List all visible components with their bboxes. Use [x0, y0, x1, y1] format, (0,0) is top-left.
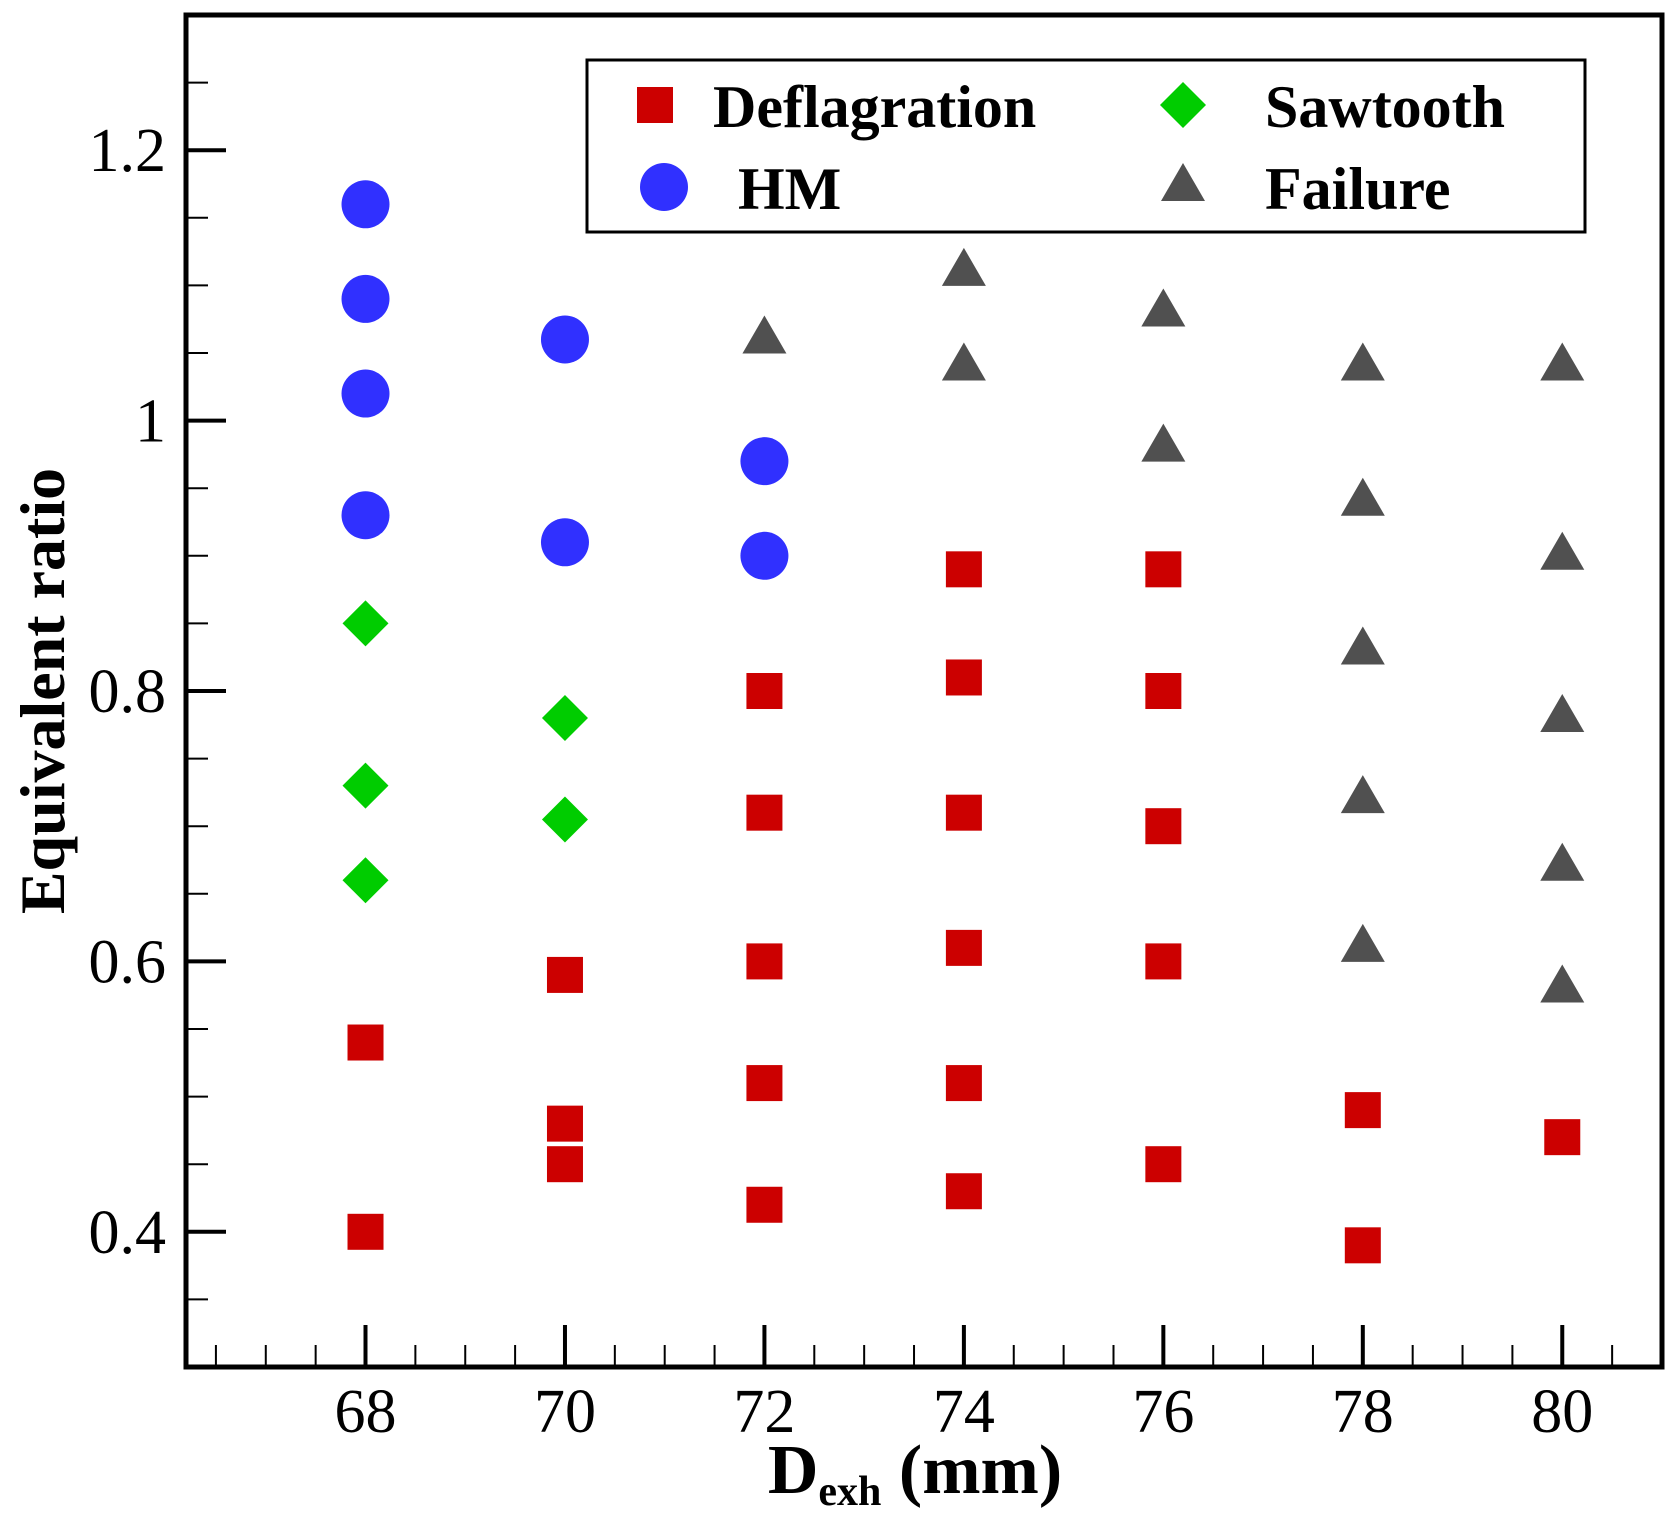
legend-label-hm: HM — [738, 156, 841, 222]
tick-labels: 68 70 72 74 76 78 80 0.4 0.6 0.8 1 1.2 — [89, 117, 1594, 1446]
deflagration-point — [945, 794, 982, 831]
deflagration-point — [945, 1173, 982, 1210]
failure-point — [1340, 923, 1385, 962]
y-tick-label: 1.2 — [89, 117, 167, 185]
failure-point — [1340, 342, 1385, 381]
deflagration-point — [347, 1213, 384, 1250]
deflagration-point — [945, 929, 982, 966]
sawtooth-point — [541, 796, 588, 843]
hm-point — [740, 531, 789, 580]
sawtooth-point — [342, 600, 389, 647]
plot-frame — [183, 12, 1665, 1370]
hm-point — [341, 180, 390, 229]
deflagration-point — [945, 551, 982, 588]
y-tick-label: 1 — [135, 388, 166, 456]
failure-point — [1141, 288, 1186, 327]
failure-point — [1540, 842, 1585, 881]
sawtooth-point — [342, 857, 389, 904]
deflagration-point — [746, 794, 783, 831]
deflagration-point — [1544, 1119, 1581, 1156]
deflagration-point — [1344, 1092, 1381, 1129]
sawtooth-point — [342, 762, 389, 809]
deflagration-point — [945, 1065, 982, 1102]
deflagration-point — [546, 1146, 583, 1183]
failure-point — [1540, 342, 1585, 381]
x-tick-label: 70 — [534, 1378, 596, 1446]
failure-point — [1540, 964, 1585, 1003]
hm-point — [540, 315, 589, 364]
deflagration-point — [1145, 808, 1182, 845]
hm-point — [540, 518, 589, 567]
legend-box — [585, 58, 1587, 234]
failure-point — [941, 342, 986, 381]
legend-label-deflagration: Deflagration — [713, 74, 1036, 140]
x-tick-label: 74 — [933, 1378, 995, 1446]
legend-marker-failure — [1161, 163, 1205, 201]
x-axis-title-main: D — [768, 1432, 819, 1509]
failure-point — [941, 247, 986, 286]
legend-label-failure: Failure — [1265, 156, 1451, 222]
series-failure — [742, 247, 1585, 1003]
x-tick-label: 78 — [1332, 1378, 1394, 1446]
y-axis-title: Equivalent ratio — [7, 468, 78, 914]
x-axis-title-subscript: exh — [818, 1469, 881, 1515]
hm-point — [740, 437, 789, 486]
y-tick-label: 0.6 — [89, 928, 167, 996]
legend-marker-sawtooth — [1160, 82, 1206, 128]
y-tick-label: 0.8 — [89, 658, 167, 726]
deflagration-point — [1145, 943, 1182, 980]
series-deflagration — [347, 551, 1581, 1264]
legend-marker-deflagration — [637, 87, 673, 123]
x-tick-label: 76 — [1132, 1378, 1194, 1446]
deflagration-point — [1145, 551, 1182, 588]
failure-point — [1340, 477, 1385, 516]
deflagration-point — [1145, 1146, 1182, 1183]
x-tick-label: 72 — [733, 1378, 795, 1446]
deflagration-point — [347, 1024, 384, 1061]
legend-marker-hm — [640, 163, 688, 211]
x-tick-label: 68 — [335, 1378, 397, 1446]
deflagration-point — [1145, 673, 1182, 709]
sawtooth-point — [541, 695, 588, 742]
x-tick-label: 80 — [1531, 1378, 1593, 1446]
deflagration-point — [1344, 1227, 1381, 1264]
failure-point — [1340, 775, 1385, 814]
legend-label-sawtooth: Sawtooth — [1265, 74, 1505, 140]
deflagration-point — [546, 956, 583, 993]
hm-point — [341, 274, 390, 323]
hm-point — [341, 491, 390, 540]
hm-point — [341, 369, 390, 418]
major-ticks — [186, 148, 1565, 1367]
failure-point — [1141, 423, 1186, 462]
x-axis-title: Dexh (mm) — [768, 1432, 1062, 1515]
y-tick-label: 0.4 — [89, 1199, 167, 1267]
deflagration-point — [746, 673, 783, 709]
series-hm — [341, 180, 789, 580]
deflagration-point — [546, 1105, 583, 1142]
failure-point — [1540, 531, 1585, 570]
data-markers — [341, 180, 1585, 1264]
deflagration-point — [945, 659, 982, 696]
deflagration-point — [746, 943, 783, 980]
failure-point — [742, 315, 787, 354]
deflagration-point — [746, 1186, 783, 1223]
x-axis-title-unit: (mm) — [881, 1432, 1062, 1509]
series-sawtooth — [342, 600, 588, 904]
failure-point — [1340, 626, 1385, 665]
failure-point — [1540, 694, 1585, 733]
legend: Deflagration Sawtooth HM Failure — [585, 58, 1587, 234]
deflagration-point — [746, 1065, 783, 1102]
